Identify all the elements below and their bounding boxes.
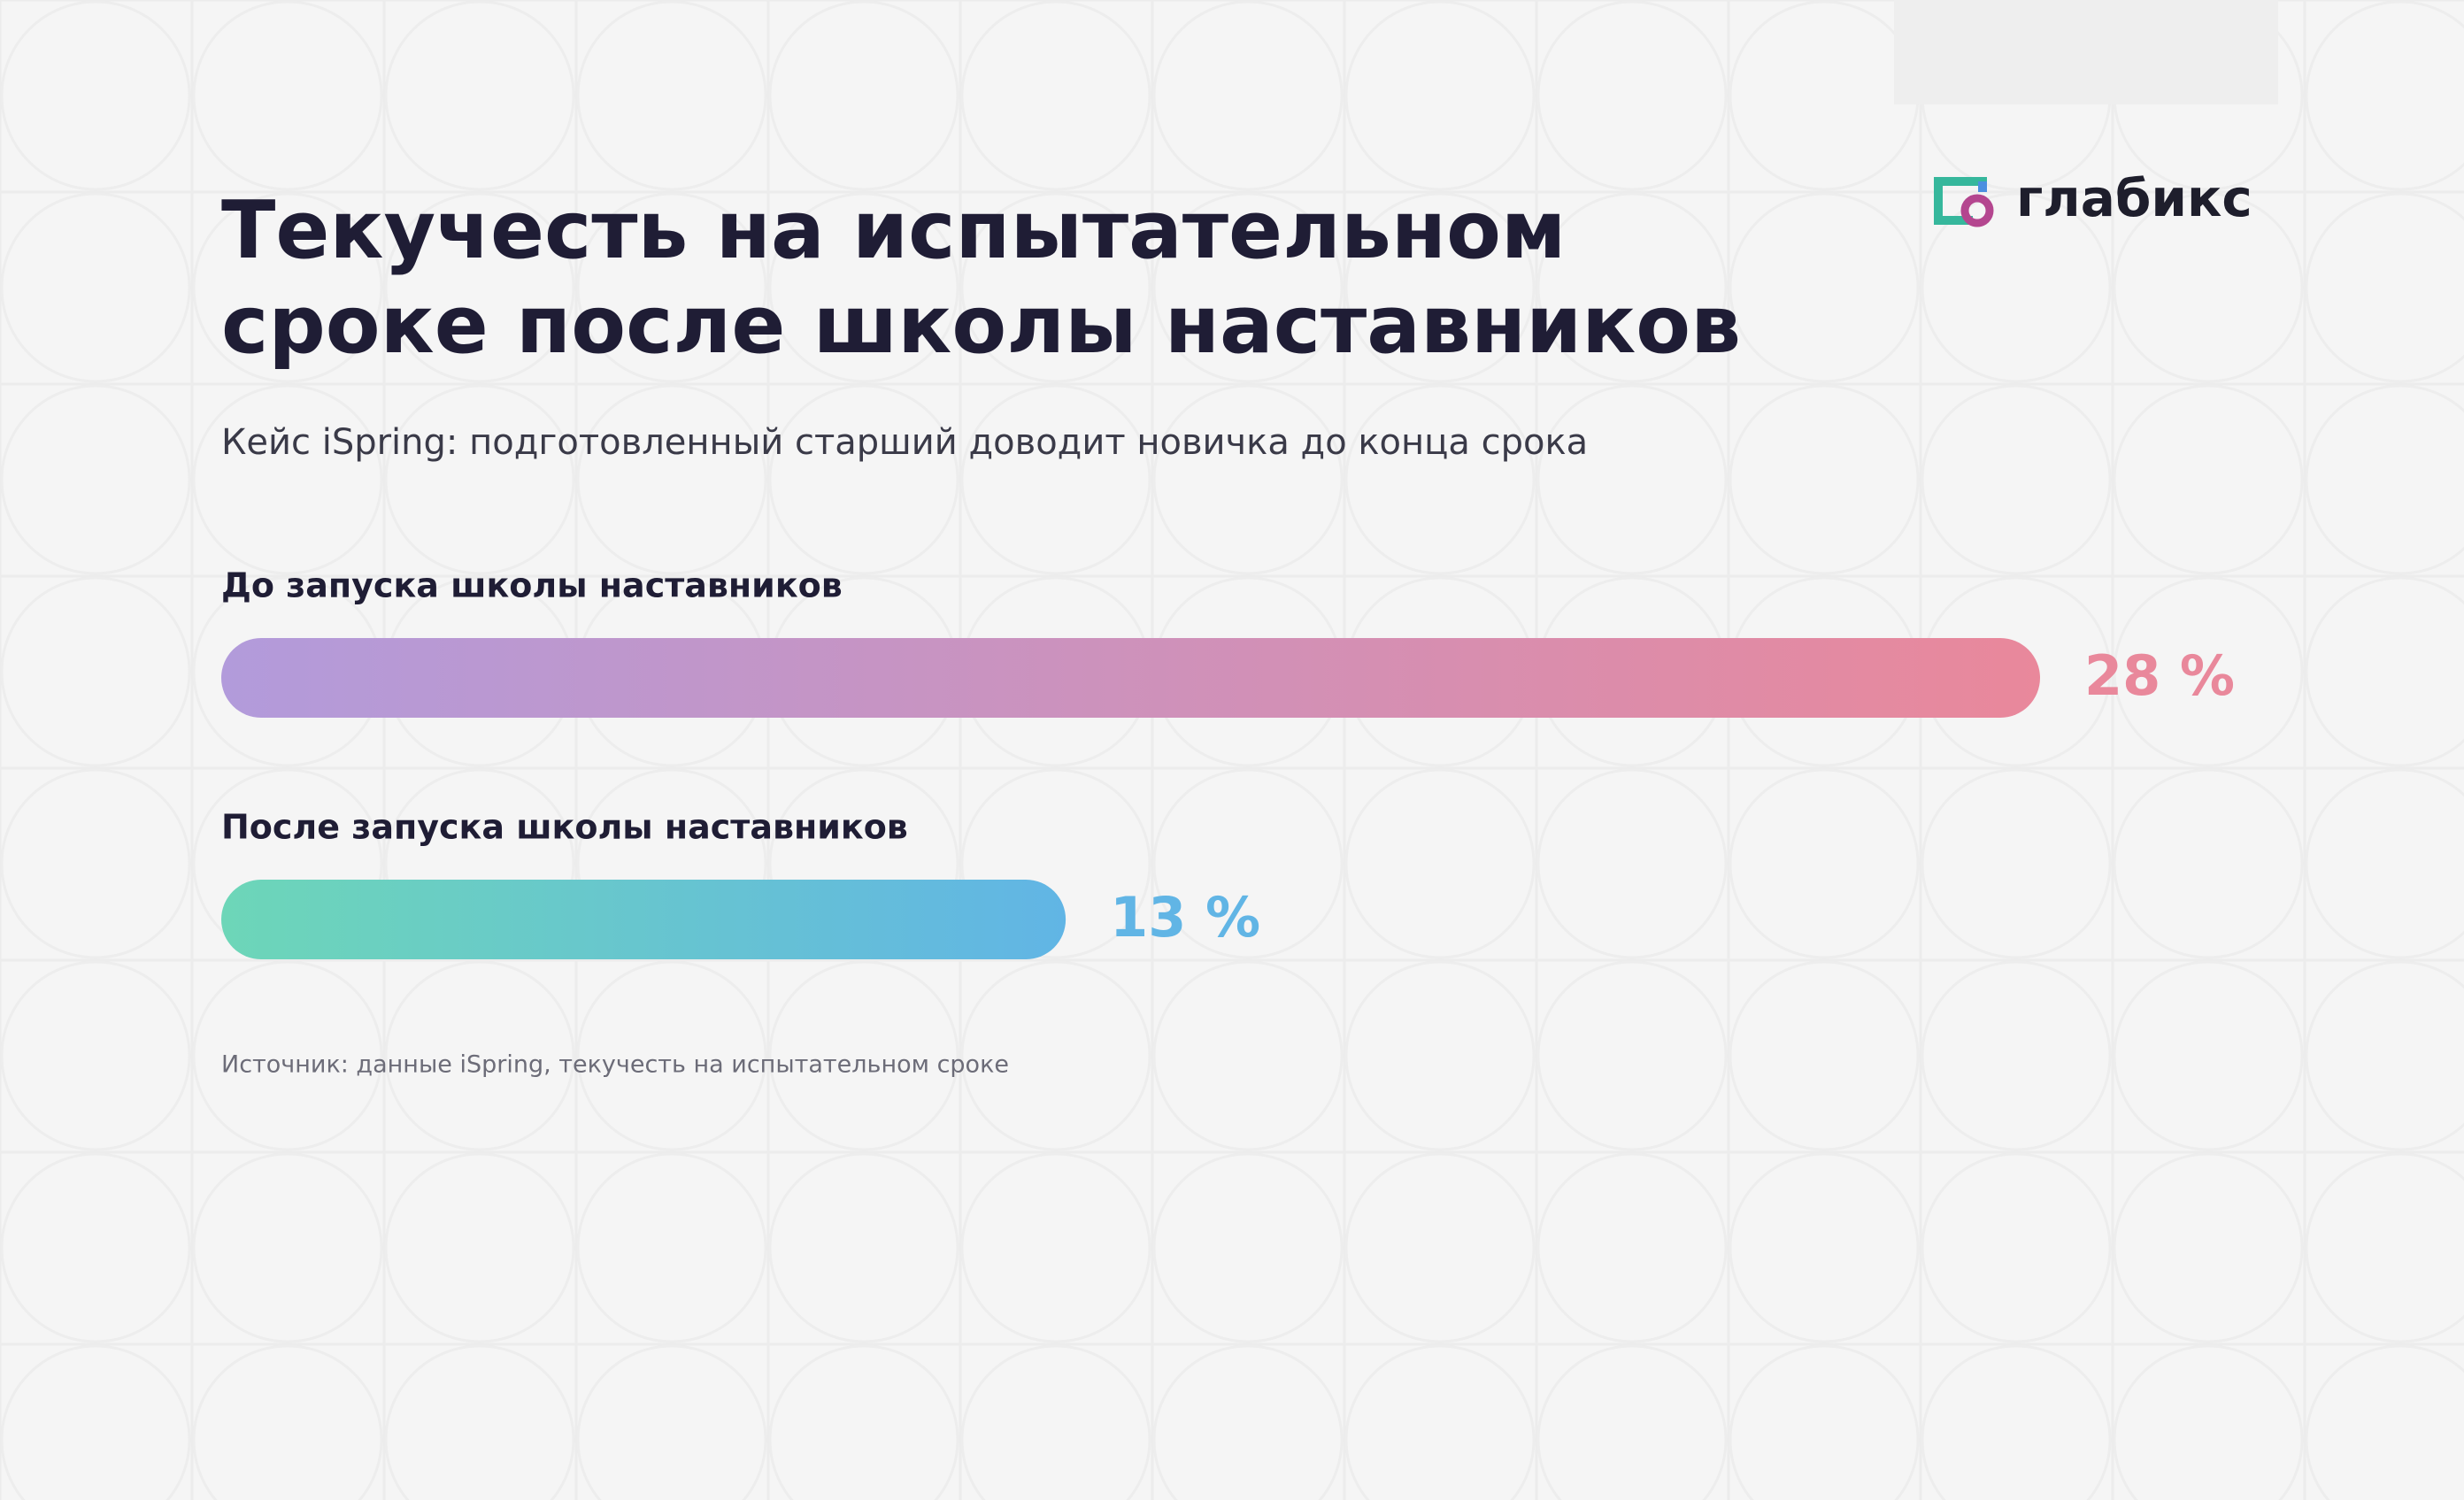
- source-note: Источник: данные iSpring, текучесть на и…: [221, 1051, 1009, 1079]
- logo-icon: [1934, 177, 1994, 227]
- brand: глабикс: [2016, 168, 2252, 228]
- chart-subtitle: Кейс iSpring: подготовленный старший дов…: [221, 422, 1588, 463]
- bar: [221, 880, 1066, 959]
- chart-title: Текучесть на испытательном: [221, 184, 1567, 277]
- value-label: 13 %: [1110, 885, 1260, 950]
- category-label: После запуска школы наставников: [221, 808, 908, 847]
- value-label: 28 %: [2084, 643, 2235, 708]
- decor-block: [1894, 0, 2278, 104]
- bar: [221, 638, 2040, 718]
- category-label: До запуска школы наставников: [221, 566, 843, 605]
- chart-title: сроке после школы наставников: [221, 279, 1741, 372]
